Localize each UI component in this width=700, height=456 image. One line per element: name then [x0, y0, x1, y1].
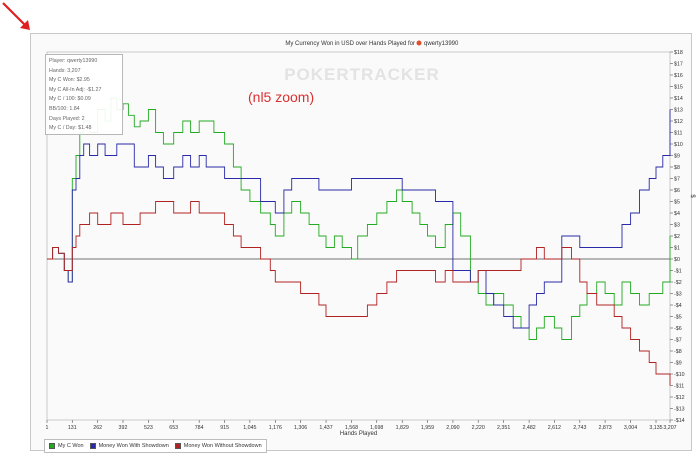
player-stats-box: Player: qwerty13990 Hands: 3,207 My C Wo…	[45, 54, 123, 135]
x-tick-label: 392	[119, 425, 128, 431]
y-tick-label: $1	[674, 246, 680, 252]
y-tick-label: $17	[674, 62, 683, 68]
y-tick-label: $15	[674, 85, 683, 91]
y-tick-label: -$6	[674, 326, 682, 332]
legend-swatch	[89, 443, 96, 449]
legend-swatch	[174, 443, 181, 449]
legend-item-without-showdown[interactable]: Money Won Without Showdown	[174, 443, 262, 449]
chart-frame	[30, 33, 692, 451]
x-tick-label: 1,176	[269, 425, 282, 431]
y-tick-label: -$7	[674, 338, 682, 344]
y-tick-label: $5	[674, 200, 680, 206]
chart-title: My Currency Won in USD over Hands Played…	[285, 41, 415, 47]
y-tick-label: $3	[674, 223, 680, 229]
x-tick-label: 2,873	[598, 425, 611, 431]
chart-legend: My C Won Money Won With Showdown Money W…	[44, 439, 267, 453]
stat-my-c-per-100: My C / 100: $0.09	[49, 96, 91, 103]
y-tick-label: -$5	[674, 315, 682, 321]
y-tick-label: $16	[674, 73, 683, 79]
y-tick-label: -$9	[674, 361, 682, 367]
y-tick-label: $18	[674, 50, 683, 56]
y-tick-label: -$3	[674, 292, 682, 298]
x-tick-label: 2,351	[497, 425, 510, 431]
x-tick-label: 653	[169, 425, 178, 431]
x-tick-label: 1,698	[370, 425, 383, 431]
legend-label: My C Won	[58, 443, 84, 449]
y-tick-label: $2	[674, 234, 680, 240]
y-tick-label: -$14	[674, 418, 685, 424]
y-tick-label: $9	[674, 154, 680, 160]
y-tick-label: $7	[674, 177, 680, 183]
x-tick-label: 1,306	[294, 425, 307, 431]
y-tick-label: $10	[674, 142, 683, 148]
watermark-text: POKERTRACKER	[284, 65, 440, 84]
y-tick-label: -$10	[674, 372, 685, 378]
y-tick-label: $14	[674, 96, 683, 102]
legend-label: Money Won With Showdown	[98, 443, 169, 449]
series-line-money-won-without-showdown	[47, 201, 671, 386]
x-tick-label: 784	[195, 425, 204, 431]
x-tick-label: 1,568	[345, 425, 358, 431]
zoom-annotation: (nl5 zoom)	[248, 89, 314, 105]
y-tick-label: $12	[674, 119, 683, 125]
x-tick-label: 3,207	[663, 425, 676, 431]
stat-days-played: Days Played: 2	[49, 115, 85, 122]
stat-all-in-adj: My C All-In Adj: -$1.27	[49, 86, 102, 93]
legend-item-showdown[interactable]: Money Won With Showdown	[89, 443, 169, 449]
x-tick-label: 523	[144, 425, 153, 431]
y-tick-label: -$8	[674, 349, 682, 355]
x-tick-label: 131	[68, 425, 77, 431]
x-tick-label: 915	[220, 425, 229, 431]
player-tag: qwerty13990	[424, 41, 459, 47]
y-tick-label: -$12	[674, 395, 685, 401]
y-tick-label: $0	[674, 257, 680, 263]
x-tick-label: 3,135	[649, 425, 662, 431]
y-axis-label: $	[689, 194, 695, 198]
y-tick-label: $13	[674, 108, 683, 114]
x-tick-label: 1,829	[396, 425, 409, 431]
x-tick-label: 2,612	[548, 425, 561, 431]
x-tick-label: 2,482	[522, 425, 535, 431]
x-tick-label: 2,743	[573, 425, 586, 431]
x-tick-label: 1,959	[421, 425, 434, 431]
y-tick-label: $11	[674, 131, 682, 137]
x-tick-label: 1	[46, 425, 49, 431]
stat-player: Player: qwerty13990	[49, 58, 98, 64]
x-tick-label: 1,437	[319, 425, 332, 431]
x-tick-label: 3,004	[624, 425, 637, 431]
x-tick-label: 262	[93, 425, 102, 431]
y-tick-label: -$4	[674, 303, 682, 309]
legend-item-my-c-won[interactable]: My C Won	[49, 443, 84, 449]
y-tick-label: $8	[674, 165, 680, 171]
stat-my-c-won: My C Won: $2.95	[49, 77, 90, 84]
x-axis-label: Hands Played	[340, 431, 377, 437]
y-tick-label: -$13	[674, 407, 685, 413]
pokertracker-logo-icon	[416, 40, 422, 46]
y-tick-label: $4	[674, 211, 680, 217]
stat-my-c-per-day: My C / Day: $1.48	[49, 125, 92, 132]
x-tick-label: 1,045	[243, 425, 256, 431]
stat-hands: Hands: 3,207	[49, 67, 81, 74]
y-tick-label: -$11	[674, 384, 684, 390]
cursor-arrow-icon	[2, 2, 30, 30]
legend-swatch	[49, 443, 55, 449]
x-tick-label: 2,220	[472, 425, 485, 431]
y-tick-label: $6	[674, 188, 680, 194]
x-tick-label: 2,090	[446, 425, 459, 431]
stat-bb-per-100: BB/100: 1.84	[49, 105, 80, 112]
y-tick-label: -$1	[674, 269, 682, 275]
y-tick-label: -$2	[674, 280, 682, 286]
legend-label: Money Won Without Showdown	[183, 443, 262, 449]
